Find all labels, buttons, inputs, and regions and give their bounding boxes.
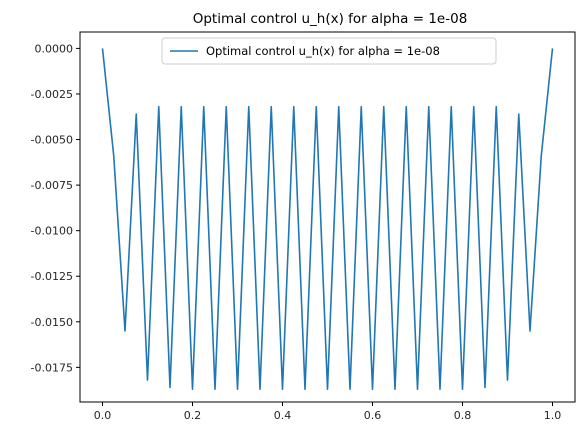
x-tick-label: 0.6 bbox=[364, 409, 382, 422]
legend-label: Optimal control u_h(x) for alpha = 1e-08 bbox=[206, 44, 440, 58]
x-tick-label: 0.2 bbox=[184, 409, 202, 422]
legend-box bbox=[161, 37, 497, 65]
x-tick-label: 0.0 bbox=[94, 409, 112, 422]
y-axis-ticks: 0.0000 -0.0025 -0.0050 -0.0075 -0.0100 -0.012… bbox=[31, 42, 80, 374]
y-tick-label: -0.0125 bbox=[31, 270, 73, 283]
chart-title: Optimal control u_h(x) for alpha = 1e-08 bbox=[193, 11, 468, 27]
y-tick-label: -0.0175 bbox=[31, 361, 73, 374]
legend: Optimal control u_h(x) for alpha = 1e-08 bbox=[161, 37, 497, 65]
x-tick-label: 0.4 bbox=[274, 409, 292, 422]
plot-area bbox=[79, 31, 576, 403]
y-tick-label: -0.0025 bbox=[31, 88, 73, 101]
series-layer bbox=[101, 48, 554, 391]
series-line bbox=[101, 48, 554, 391]
y-tick-label: -0.0050 bbox=[31, 134, 73, 147]
y-tick-label: -0.0150 bbox=[31, 316, 73, 329]
x-tick-label: 1.0 bbox=[544, 409, 562, 422]
y-tick-label: 0.0000 bbox=[35, 42, 74, 55]
x-tick-label: 0.8 bbox=[454, 409, 472, 422]
y-tick-label: -0.0075 bbox=[31, 179, 73, 192]
y-tick-label: -0.0100 bbox=[31, 225, 73, 238]
axes-frame bbox=[79, 31, 576, 403]
x-axis-ticks: 0.0 0.2 0.4 0.6 0.8 1.0 bbox=[94, 402, 562, 422]
